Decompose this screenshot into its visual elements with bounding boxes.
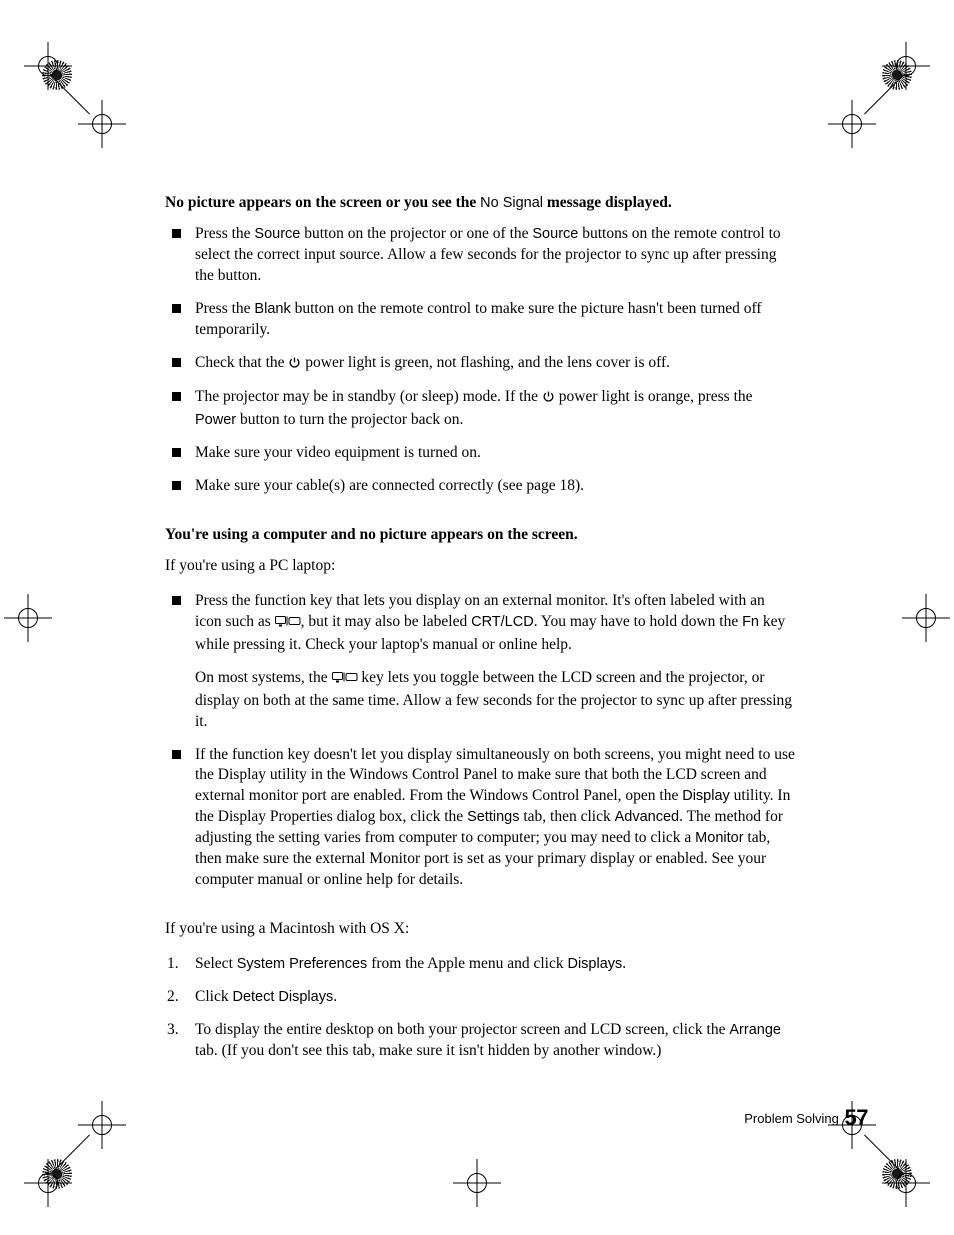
crop-mark-icon (882, 42, 930, 90)
ui-label: Source (532, 226, 578, 242)
body-text: Make sure your video equipment is turned… (195, 444, 481, 461)
section-heading: No picture appears on the screen or you … (165, 193, 795, 214)
footer-section: Problem Solving (744, 1111, 839, 1126)
power-icon (288, 355, 301, 376)
list-item: If the function key doesn't let you disp… (165, 745, 795, 891)
page-number: 57 (845, 1105, 868, 1130)
ui-label: Monitor (695, 830, 743, 846)
crop-mark-icon (24, 42, 72, 90)
ui-label: Detect Displays (232, 989, 333, 1005)
bullet-list: Press the function key that lets you dis… (165, 591, 795, 891)
ui-label: CRT/LCD (471, 614, 534, 630)
body-text: power light is green, not flashing, and … (301, 354, 670, 371)
crop-mark-icon (453, 1159, 501, 1207)
body-text: . (333, 988, 337, 1005)
heading-text: No picture appears on the screen or you … (165, 194, 480, 211)
body-text: . You may have to hold down the (534, 613, 742, 630)
ui-label: Displays (567, 956, 622, 972)
list-item: Press the Source button on the projector… (165, 224, 795, 287)
ui-label: Settings (467, 809, 519, 825)
list-item: Select System Preferences from the Apple… (165, 954, 795, 975)
ui-label: Display (682, 788, 730, 804)
page-footer: Problem Solving 57 (744, 1105, 868, 1131)
body-text: button on the projector or one of the (300, 225, 532, 242)
crop-mark-icon (24, 1159, 72, 1207)
list-item: Check that the power light is green, not… (165, 353, 795, 376)
body-text: On most systems, the (195, 669, 332, 686)
list-item: Press the function key that lets you dis… (165, 591, 795, 733)
ui-label: System Preferences (237, 956, 368, 972)
crop-mark-icon (828, 100, 876, 148)
body-text: Press the (195, 300, 254, 317)
bullet-list: Press the Source button on the projector… (165, 224, 795, 497)
ui-label: Advanced (615, 809, 680, 825)
ui-label: Source (254, 226, 300, 242)
body-text: from the Apple menu and click (367, 955, 567, 972)
list-item: Click Detect Displays. (165, 987, 795, 1008)
body-text: tab. (If you don't see this tab, make su… (195, 1042, 661, 1059)
power-icon (542, 389, 555, 410)
dual-monitor-icon (275, 614, 301, 635)
body-text: Click (195, 988, 232, 1005)
body-text: The projector may be in standby (or slee… (195, 388, 542, 405)
list-item: To display the entire desktop on both yo… (165, 1020, 795, 1062)
heading-text: message displayed. (543, 194, 672, 211)
body-text: Press the (195, 225, 254, 242)
list-item: Make sure your cable(s) are connected co… (165, 476, 795, 497)
body-text: Select (195, 955, 237, 972)
dual-monitor-icon (332, 670, 358, 691)
ui-label: Fn (742, 614, 759, 630)
ui-label: Blank (254, 301, 290, 317)
body-text: power light is orange, press the (555, 388, 753, 405)
heading-sans: No Signal (480, 195, 543, 211)
body-text: To display the entire desktop on both yo… (195, 1021, 729, 1038)
list-item: Press the Blank button on the remote con… (165, 299, 795, 341)
body-text: . (622, 955, 626, 972)
crop-mark-icon (902, 594, 950, 642)
body-text: , but it may also be labeled (301, 613, 471, 630)
body-text: If you're using a PC laptop: (165, 556, 795, 577)
numbered-list: Select System Preferences from the Apple… (165, 954, 795, 1062)
body-text: tab, then click (519, 808, 614, 825)
page-content: No picture appears on the screen or you … (165, 193, 795, 1074)
list-item: The projector may be in standby (or slee… (165, 387, 795, 431)
body-text: On most systems, the key lets you toggle… (195, 668, 795, 733)
body-text: If you're using a Macintosh with OS X: (165, 919, 795, 940)
crop-mark-icon (4, 594, 52, 642)
crop-mark-icon (882, 1159, 930, 1207)
page: No picture appears on the screen or you … (0, 0, 954, 1235)
ui-label: Power (195, 412, 236, 428)
section-heading: You're using a computer and no picture a… (165, 525, 795, 546)
list-item: Make sure your video equipment is turned… (165, 443, 795, 464)
crop-mark-icon (78, 100, 126, 148)
body-text: Check that the (195, 354, 288, 371)
body-text: Make sure your cable(s) are connected co… (195, 477, 584, 494)
crop-mark-icon (78, 1101, 126, 1149)
body-text: button to turn the projector back on. (236, 411, 463, 428)
ui-label: Arrange (729, 1022, 781, 1038)
